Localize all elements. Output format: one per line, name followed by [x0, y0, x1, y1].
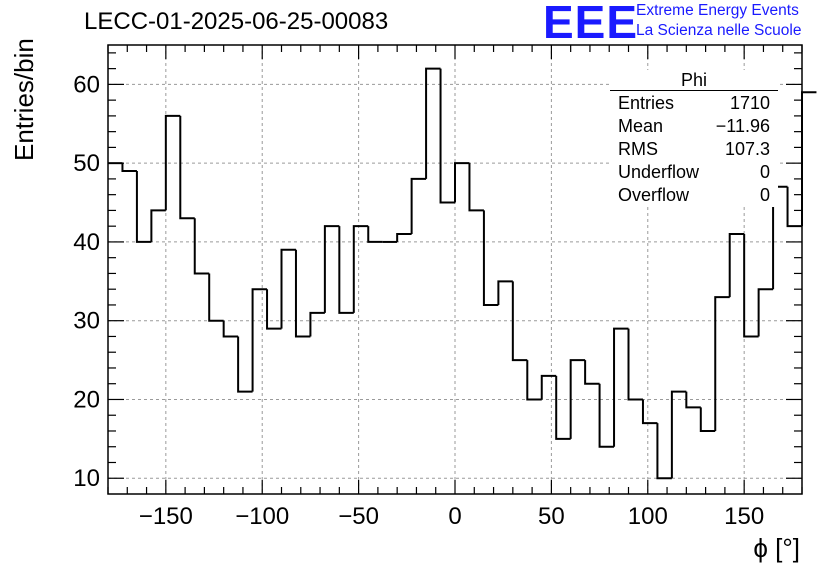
eee-logo: EEE — [543, 0, 639, 48]
stats-row-entries: Entries 1710 — [610, 92, 778, 115]
histogram-bin — [714, 296, 730, 431]
stats-title: Phi — [680, 70, 707, 90]
logo-subtitle-line2: La Scienza nelle Scuole — [636, 22, 802, 39]
histogram-bin — [584, 360, 600, 385]
histogram-bin — [454, 162, 470, 203]
histogram-bin — [237, 336, 253, 393]
y-tick-label: 40 — [73, 229, 100, 256]
histogram-bin — [685, 391, 701, 409]
histogram-bin — [338, 226, 354, 314]
histogram-bin — [352, 225, 369, 313]
histogram-bin — [193, 218, 210, 275]
chart-title: LECC-01-2025-06-25-00083 — [84, 8, 389, 35]
stats-value: 0 — [759, 185, 770, 205]
stats-row-mean: Mean −11.96 — [610, 115, 778, 138]
histogram-bin — [135, 171, 152, 243]
histogram-bin — [121, 163, 137, 173]
histogram-bin — [468, 163, 484, 212]
histogram-bin — [699, 407, 716, 432]
histogram-bin — [569, 359, 586, 439]
histogram-bin — [526, 360, 542, 401]
histogram-bin — [598, 383, 615, 448]
histogram-bin — [294, 249, 311, 338]
histogram-bin — [208, 273, 224, 322]
stats-label: Entries — [618, 93, 675, 113]
stats-value: 1710 — [729, 93, 770, 113]
histogram-bin — [425, 67, 441, 179]
histogram-bin — [656, 423, 672, 480]
histogram-bin — [266, 289, 282, 330]
histogram-bin — [222, 320, 239, 338]
histogram-bin — [367, 226, 383, 243]
histogram-bin — [439, 68, 455, 204]
stats-label: Overflow — [618, 185, 690, 205]
histogram-bin — [670, 390, 687, 479]
x-tick-label: 0 — [448, 503, 461, 530]
histogram-bin — [613, 327, 629, 447]
x-tick-label: 100 — [628, 503, 668, 530]
histogram-bin — [743, 234, 759, 338]
y-axis-label: Entries/bin — [9, 38, 39, 161]
stats-label: Underflow — [618, 162, 700, 182]
stats-value: 0 — [759, 162, 770, 182]
histogram-bin — [164, 114, 181, 211]
x-tick-label: −100 — [235, 503, 289, 530]
logo-subtitle-line1: Extreme Energy Events — [636, 2, 799, 19]
x-tick-label: 150 — [724, 503, 764, 530]
stats-label: Mean — [618, 116, 664, 136]
histogram-bin — [410, 177, 427, 235]
x-tick-label: −150 — [139, 503, 193, 530]
stats-divider — [610, 90, 778, 91]
histogram-bin — [641, 399, 658, 425]
stats-row-rms: RMS 107.3 — [610, 138, 778, 161]
y-tick-label: 20 — [73, 386, 100, 413]
histogram-bin — [396, 233, 412, 242]
stats-row-overflow: Overflow 0 — [610, 184, 778, 207]
stats-value: 107.3 — [724, 139, 770, 159]
histogram-bin — [555, 375, 571, 440]
histogram-bin — [251, 288, 268, 392]
y-tick-label: 30 — [73, 308, 100, 335]
histogram-bin — [323, 225, 340, 313]
histogram-bin — [511, 281, 528, 362]
stats-value: −11.96 — [715, 116, 770, 136]
histogram-bin — [482, 210, 499, 306]
histogram-bin — [497, 280, 513, 305]
histogram-bin — [179, 115, 195, 220]
histogram-bin — [280, 248, 296, 329]
x-axis-label: ϕ [°] — [753, 533, 800, 563]
histogram-bin — [309, 311, 325, 337]
histogram-bin — [801, 91, 817, 227]
y-tick-label: 10 — [73, 465, 100, 492]
histogram-bin — [728, 233, 745, 298]
histogram-bin — [150, 209, 166, 242]
histogram-bin — [757, 288, 774, 337]
y-tick-label: 50 — [73, 150, 100, 177]
histogram-bin — [627, 328, 643, 401]
stats-label: RMS — [618, 139, 658, 159]
stats-row-underflow: Underflow 0 — [610, 161, 778, 184]
x-tick-label: 50 — [538, 503, 565, 530]
histogram-bin — [540, 374, 557, 400]
stats-box: Phi Entries 1710 Mean −11.96 RMS 107.3 U… — [610, 70, 778, 207]
x-tick-label: −50 — [338, 503, 379, 530]
histogram-bin — [786, 186, 802, 228]
y-tick-label: 60 — [73, 71, 100, 98]
